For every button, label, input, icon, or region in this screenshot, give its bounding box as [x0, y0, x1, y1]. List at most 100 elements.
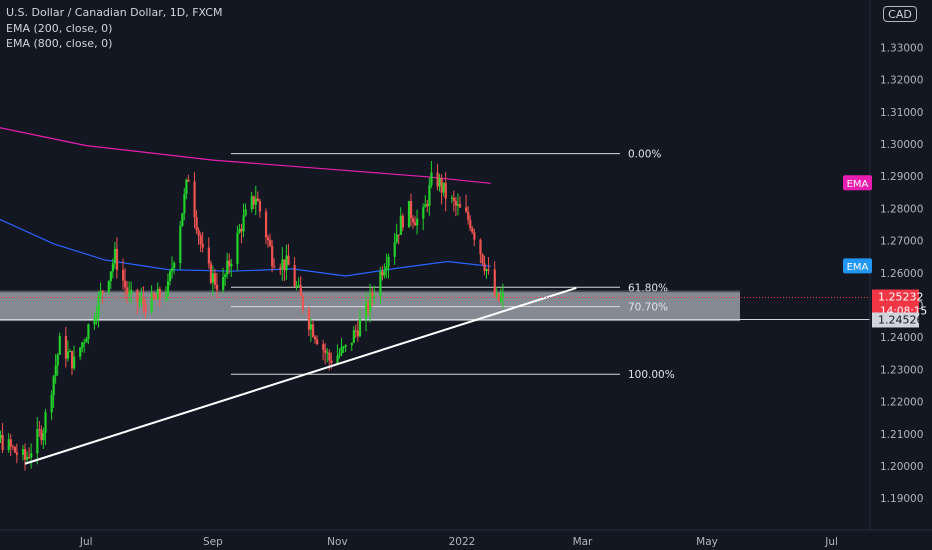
candle-body — [9, 439, 12, 447]
candle-body — [144, 304, 147, 313]
candle-body — [213, 273, 217, 285]
candle-body — [373, 295, 376, 297]
candle-body — [316, 339, 319, 345]
candle-body — [254, 198, 257, 205]
candle-body — [166, 281, 170, 296]
symbol-title[interactable]: U.S. Dollar / Canadian Dollar, 1D, FXCM — [6, 6, 223, 19]
candle-body — [68, 351, 72, 353]
candle-body — [326, 352, 329, 354]
candle-body — [436, 172, 439, 187]
candle-body — [324, 349, 327, 353]
candle-body — [97, 295, 100, 316]
candle-body — [273, 266, 276, 268]
candle-body — [44, 412, 47, 433]
candle-body — [21, 449, 25, 455]
candle-body — [307, 309, 311, 330]
candle-body — [73, 356, 76, 369]
last-price-value: 1.25232 — [878, 291, 924, 304]
y-tick-label: 1.30000 — [880, 139, 923, 151]
candle-body — [230, 263, 233, 267]
candle-body — [383, 270, 386, 276]
candles — [0, 161, 505, 471]
candle-body — [442, 182, 445, 193]
candle-body — [450, 197, 453, 199]
candle-body — [54, 365, 57, 377]
ema-badge — [843, 258, 872, 274]
candle-body — [152, 293, 155, 299]
candle-body — [313, 336, 317, 340]
candle-body — [342, 346, 345, 348]
candle-body — [358, 319, 362, 337]
candle-body — [164, 295, 168, 299]
currency-badge[interactable]: CAD — [883, 6, 917, 22]
ema-200-legend[interactable]: EMA (200, close, 0) — [6, 21, 113, 35]
candle-body — [222, 276, 225, 290]
candle-body — [87, 324, 90, 340]
candle-body — [283, 259, 286, 271]
candle-body — [224, 274, 227, 277]
candle-body — [369, 292, 372, 312]
candle-body — [199, 235, 202, 244]
y-tick-label: 1.31000 — [880, 107, 923, 119]
candle-body — [185, 179, 188, 195]
ema-800-legend[interactable]: EMA (800, close, 0) — [6, 37, 113, 50]
candle-body — [124, 280, 127, 288]
candle-body — [444, 182, 447, 199]
candle-body — [56, 354, 59, 366]
candle-body — [11, 446, 14, 448]
candle-body — [271, 245, 274, 267]
candle-body — [28, 456, 31, 458]
candle-body — [379, 271, 382, 296]
candle-body — [385, 266, 388, 271]
y-tick-label: 1.22000 — [880, 397, 923, 409]
candle-body — [328, 352, 331, 361]
candle-body — [211, 273, 215, 283]
candle-body — [452, 197, 456, 201]
candle-body — [269, 240, 272, 246]
ema-badge-label: EMA — [847, 179, 869, 190]
candle-body — [487, 269, 490, 271]
candle-body — [267, 237, 270, 241]
candle-body — [38, 429, 41, 431]
candle-body — [64, 335, 68, 359]
candle-body — [154, 298, 157, 300]
y-tick-label: 1.32000 — [880, 75, 923, 87]
candle-body — [287, 255, 290, 266]
candle-body — [197, 230, 200, 236]
candle-body — [201, 243, 204, 248]
candle-body — [409, 201, 413, 219]
candle-body — [422, 207, 425, 219]
candle-body — [168, 271, 172, 282]
fib-retracement[interactable]: 0.00% 61.80% 70.70% 100.00% — [231, 149, 675, 382]
candle-body — [58, 335, 61, 355]
candle-body — [70, 351, 74, 369]
candle-body — [13, 446, 16, 453]
candle-body — [454, 200, 458, 206]
candle-body — [107, 281, 110, 293]
candle-body — [485, 269, 488, 271]
candle-body — [309, 324, 313, 330]
trendline-layer[interactable] — [24, 286, 577, 465]
candle-body — [150, 293, 153, 313]
candle-body — [183, 194, 186, 214]
y-tick-label: 1.26000 — [880, 268, 923, 280]
y-tick-label: 1.19000 — [880, 493, 923, 505]
candle-body — [264, 211, 268, 238]
ema-badge — [843, 175, 872, 191]
y-tick-label: 1.24000 — [880, 332, 923, 344]
candle-body — [158, 288, 161, 299]
candle-body — [95, 315, 98, 319]
candle-body — [136, 289, 139, 303]
candle-body — [281, 259, 284, 270]
candle-body — [66, 351, 70, 359]
candle-body — [142, 297, 145, 305]
candle-body — [209, 263, 213, 283]
candle-body — [83, 342, 86, 344]
candle-body — [397, 234, 400, 236]
candle-body — [340, 347, 343, 354]
candle-body — [42, 432, 45, 441]
candle-body — [371, 292, 374, 297]
candle-body — [481, 254, 484, 264]
